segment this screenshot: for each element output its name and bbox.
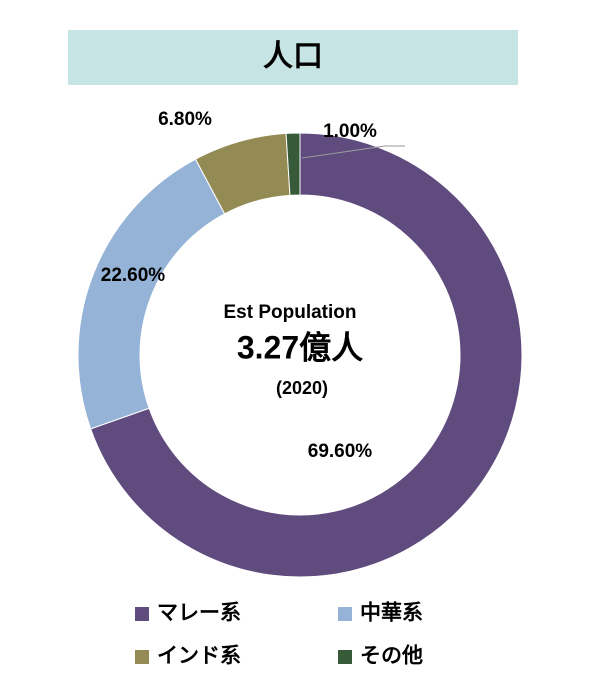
chart-title: 人口 [263,40,323,73]
title-box [68,30,518,85]
data-label: 6.80% [158,109,212,130]
legend-label: インド系 [157,645,241,668]
center-year: (2020) [276,378,328,398]
legend-swatch [338,607,352,621]
center-label: Est Population [224,302,357,323]
donut-segment [285,132,301,196]
legend-swatch [135,607,149,621]
data-label: 69.60% [308,441,373,462]
donut-segment [77,158,226,430]
leader-line [301,145,405,159]
legend-label: その他 [360,645,423,668]
legend-label: マレー系 [157,602,241,625]
legend-label: 中華系 [360,602,423,625]
data-label: 1.00% [323,121,377,142]
data-label: 22.60% [101,265,166,286]
legend-swatch [135,650,149,664]
center-value: 3.27億人 [237,329,363,365]
legend-swatch [338,650,352,664]
donut-segment [90,132,523,578]
